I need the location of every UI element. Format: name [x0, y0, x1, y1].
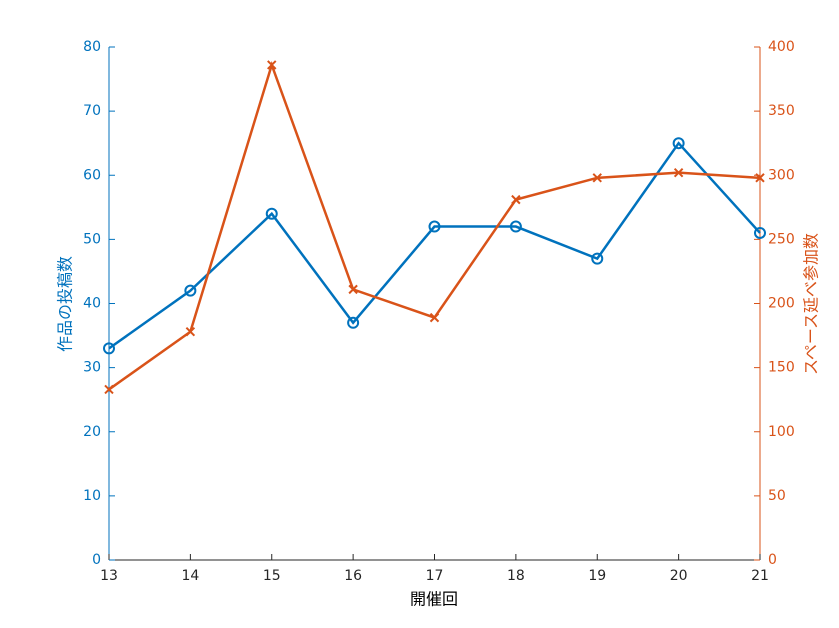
marker: [511, 194, 521, 205]
marker: [428, 220, 441, 233]
y-tick-label: 40: [83, 296, 101, 312]
y2-tick-label: 100: [768, 424, 795, 440]
x-tick-label: 17: [426, 568, 444, 584]
marker: [347, 316, 360, 329]
x-tick-label: 15: [263, 568, 281, 584]
x-tick-label: 18: [507, 568, 525, 584]
marker: [754, 226, 766, 239]
y2-tick-label: 0: [768, 552, 777, 568]
x-tick-label: 16: [344, 568, 362, 584]
x-tick-label: 19: [588, 568, 606, 584]
series-line: [108, 141, 761, 350]
y-tick-label: 80: [83, 39, 101, 55]
y-tick-label: 20: [83, 424, 101, 440]
marker: [184, 284, 197, 297]
x-tick-label: 13: [100, 568, 118, 584]
marker: [348, 284, 358, 295]
marker: [672, 137, 685, 150]
marker: [265, 207, 278, 220]
marker: [509, 220, 522, 233]
y-axis-label: 作品の投稿数: [56, 256, 75, 352]
y2-tick-label: 400: [768, 39, 795, 55]
y2-tick-label: 200: [768, 296, 795, 312]
marker: [591, 252, 604, 265]
x-tick-label: 20: [670, 568, 688, 584]
marker: [592, 173, 602, 183]
y2-axis-label: スペース延べ参加数: [802, 233, 821, 375]
y-tick-label: 0: [92, 552, 101, 568]
x-axis-label: 開催回: [410, 590, 458, 609]
y-tick-label: 50: [83, 231, 101, 247]
y-tick-label: 10: [83, 488, 101, 504]
marker: [267, 60, 277, 70]
y2-tick-label: 150: [768, 360, 795, 376]
y-tick-label: 60: [83, 167, 101, 183]
y2-tick-label: 350: [768, 103, 795, 119]
y-tick-label: 70: [83, 103, 101, 119]
y2-tick-label: 250: [768, 231, 795, 247]
x-tick-label: 14: [181, 568, 199, 584]
y2-tick-label: 300: [768, 167, 795, 183]
marker: [103, 342, 115, 355]
y2-tick-label: 50: [768, 488, 786, 504]
marker: [755, 173, 765, 183]
x-tick-label: 21: [751, 568, 769, 584]
marker: [673, 167, 684, 178]
y-tick-label: 30: [83, 360, 101, 376]
marker: [429, 312, 440, 323]
marker: [185, 327, 196, 337]
marker: [104, 384, 114, 395]
